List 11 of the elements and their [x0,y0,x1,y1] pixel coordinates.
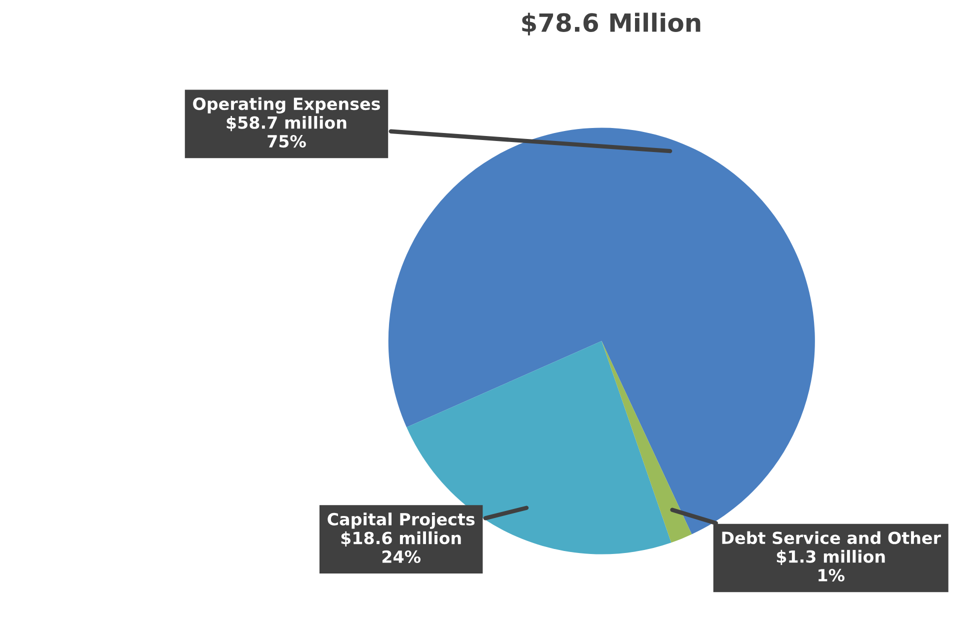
slice-label: Capital Projects [328,512,475,529]
data-label: $1.3 million [776,550,885,566]
text: 75% [268,134,306,148]
slice-label: Operating Expenses [193,97,380,114]
text: 24% [382,550,421,563]
pie-slice [602,341,692,543]
data-label: $58.7 million [226,116,346,132]
slice-label: Debt Service and Other [722,531,941,544]
text: 1% [818,568,844,582]
chart-title: $78.6 Million [522,12,700,36]
data-label: $18.6 million [341,531,461,547]
